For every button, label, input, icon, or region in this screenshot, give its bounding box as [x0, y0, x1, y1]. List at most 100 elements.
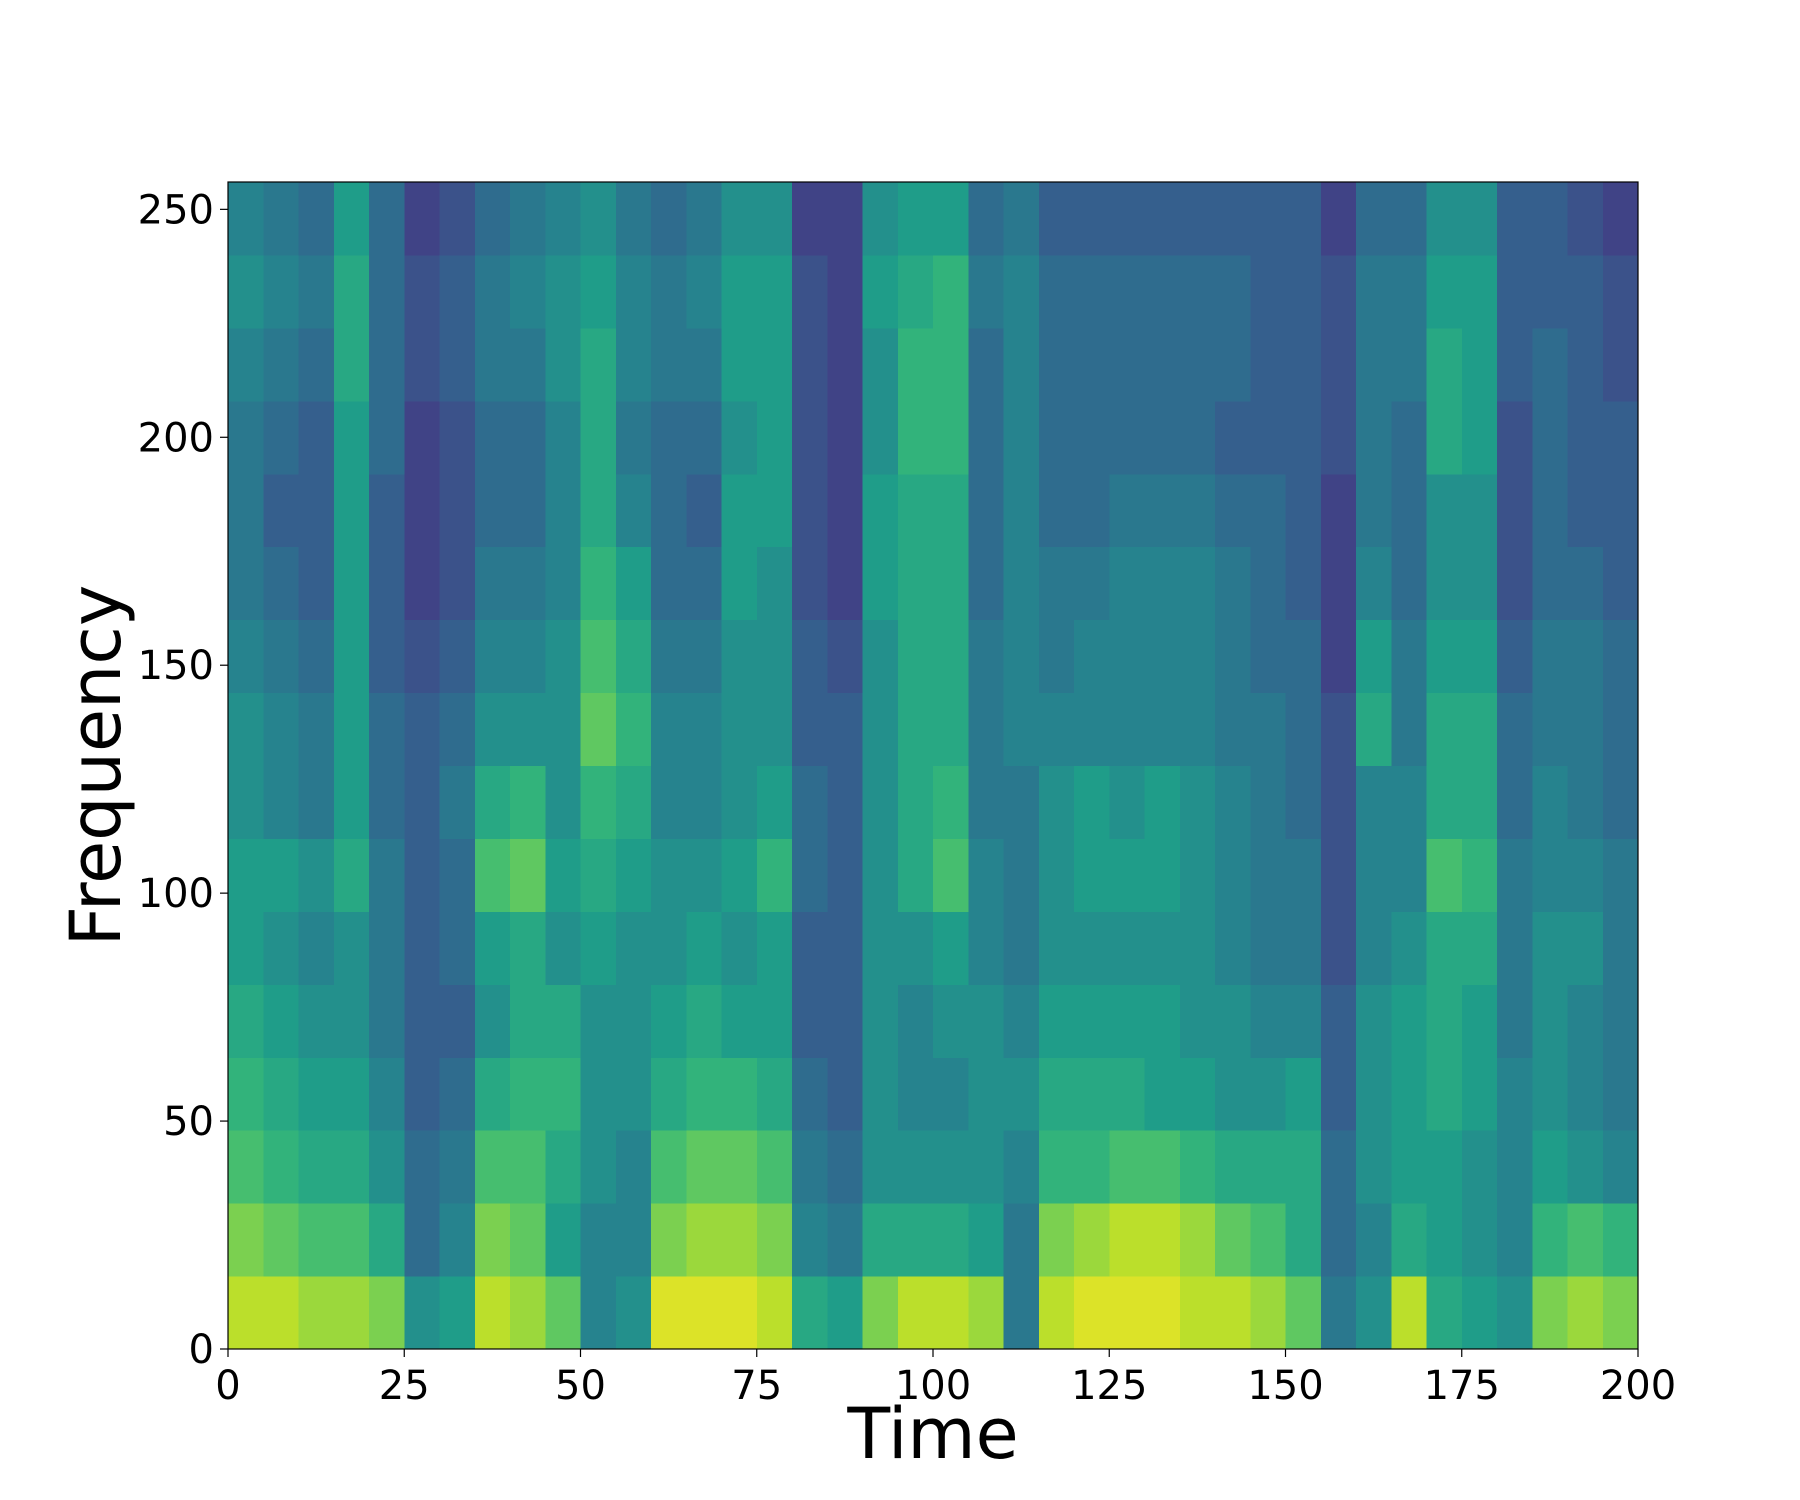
heatmap-cell: [1497, 327, 1533, 402]
heatmap-cell: [651, 1057, 687, 1131]
heatmap-cell: [1391, 1276, 1427, 1350]
heatmap-cell: [333, 619, 370, 694]
heatmap-cell: [228, 692, 264, 766]
x-tick-label: 75: [731, 1363, 782, 1409]
heatmap-cell: [333, 1130, 370, 1204]
heatmap-cell: [1461, 327, 1498, 402]
heatmap-cell: [933, 546, 969, 621]
heatmap-cell: [1250, 765, 1286, 839]
heatmap-cell: [1285, 765, 1322, 839]
heatmap-cell: [1003, 692, 1040, 766]
heatmap-cell: [1144, 911, 1181, 985]
heatmap-cell: [439, 692, 476, 766]
heatmap-cell: [792, 692, 828, 766]
heatmap-cell: [651, 1130, 687, 1204]
heatmap-cell: [1602, 692, 1639, 766]
heatmap-cell: [862, 1057, 899, 1131]
heatmap-cell: [1461, 765, 1498, 839]
heatmap-cell: [333, 546, 370, 621]
heatmap-cell: [404, 911, 440, 985]
heatmap-cell: [651, 619, 687, 694]
heatmap-cell: [298, 619, 335, 694]
heatmap-cell: [1250, 1203, 1286, 1277]
heatmap-cell: [439, 1130, 476, 1204]
heatmap-cell: [333, 765, 370, 839]
heatmap-cell: [369, 838, 405, 912]
heatmap-cell: [1532, 400, 1568, 475]
heatmap-cell: [1109, 1130, 1145, 1204]
heatmap-cell: [756, 182, 793, 256]
heatmap-cell: [1003, 327, 1040, 402]
heatmap-cell: [1074, 765, 1110, 839]
heatmap-cell: [651, 1203, 687, 1277]
heatmap-cell: [1215, 911, 1251, 985]
heatmap-cell: [333, 327, 370, 402]
heatmap-cell: [439, 254, 476, 329]
heatmap-cell: [1356, 765, 1392, 839]
heatmap-cell: [1003, 1276, 1040, 1350]
heatmap-cell: [1038, 546, 1075, 621]
heatmap-cell: [1179, 1130, 1216, 1204]
heatmap-cell: [510, 400, 546, 475]
heatmap-cell: [1109, 1057, 1145, 1131]
heatmap-cell: [1003, 1130, 1040, 1204]
heatmap-cell: [862, 911, 899, 985]
heatmap-cell: [1532, 692, 1568, 766]
heatmap-cell: [263, 400, 299, 475]
heatmap-cell: [615, 911, 652, 985]
heatmap-cell: [862, 400, 899, 475]
heatmap-cell: [263, 765, 299, 839]
heatmap-cell: [1144, 619, 1181, 694]
heatmap-cell: [1497, 838, 1533, 912]
heatmap-cell: [1003, 911, 1040, 985]
heatmap-cell: [862, 1276, 899, 1350]
heatmap-cell: [897, 692, 934, 766]
heatmap-cell: [298, 182, 335, 256]
heatmap-cell: [686, 327, 722, 402]
heatmap-cell: [474, 400, 511, 475]
heatmap-cell: [1285, 327, 1322, 402]
heatmap-cell: [1461, 984, 1498, 1058]
heatmap-cell: [897, 911, 934, 985]
heatmap-cell: [756, 254, 793, 329]
heatmap-cell: [439, 327, 476, 402]
heatmap-cell: [827, 911, 863, 985]
heatmap-cell: [369, 182, 405, 256]
heatmap-cell: [1250, 546, 1286, 621]
heatmap-cell: [510, 911, 546, 985]
heatmap-cell: [827, 546, 863, 621]
heatmap-cell: [897, 182, 934, 256]
heatmap-cell: [228, 254, 264, 329]
heatmap-cell: [369, 473, 405, 548]
heatmap-cell: [1109, 911, 1145, 985]
heatmap-cell: [1038, 1057, 1075, 1131]
heatmap-cell: [827, 838, 863, 912]
heatmap-cell: [651, 400, 687, 475]
heatmap-cell: [404, 1130, 440, 1204]
heatmap-cell: [1356, 619, 1392, 694]
heatmap-cell: [474, 619, 511, 694]
heatmap-cell: [1320, 1130, 1357, 1204]
heatmap-cell: [1215, 473, 1251, 548]
heatmap-cell: [263, 254, 299, 329]
heatmap-cell: [474, 765, 511, 839]
heatmap-cell: [510, 1130, 546, 1204]
heatmap-cell: [651, 182, 687, 256]
heatmap-cell: [1215, 546, 1251, 621]
heatmap-cell: [1074, 1203, 1110, 1277]
heatmap-cell: [1497, 911, 1533, 985]
heatmap-cell: [792, 546, 828, 621]
heatmap-cell: [933, 1130, 969, 1204]
heatmap-cell: [1391, 765, 1427, 839]
heatmap-cell: [615, 1203, 652, 1277]
heatmap-cell: [369, 765, 405, 839]
heatmap-cell: [474, 254, 511, 329]
heatmap-cell: [1356, 1130, 1392, 1204]
heatmap-cell: [298, 546, 335, 621]
heatmap-cell: [1003, 619, 1040, 694]
heatmap-cell: [1285, 1276, 1322, 1350]
heatmap-cell: [298, 1276, 335, 1350]
heatmap-cell: [510, 546, 546, 621]
heatmap-cell: [721, 692, 758, 766]
heatmap-cell: [686, 911, 722, 985]
